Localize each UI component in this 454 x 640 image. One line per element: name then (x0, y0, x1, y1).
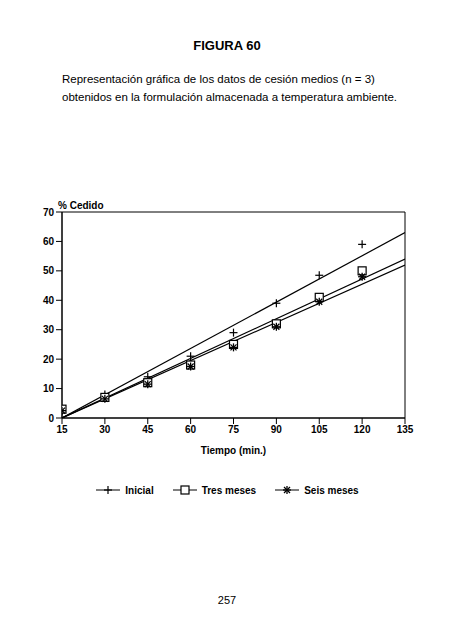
html-text:Seis meses: Seis meses (304, 484, 359, 496)
svg-text:105: 105 (311, 424, 328, 435)
html-text:Tres meses: Tres meses (201, 484, 257, 496)
svg-text:20: 20 (43, 354, 55, 365)
svg-text:30: 30 (99, 424, 111, 435)
html-text:Inicial: Inicial (125, 484, 154, 496)
svg-text:50: 50 (43, 265, 55, 276)
svg-text:45: 45 (142, 424, 154, 435)
svg-text:40: 40 (43, 295, 55, 306)
html-text:Representación gráfica de los: Representación gráfica de los datos de c… (62, 73, 397, 103)
svg-text:15: 15 (56, 424, 68, 435)
svg-text:Tiempo (min.): Tiempo (min.) (201, 445, 266, 456)
html-text:FIGURA 60: FIGURA 60 (193, 38, 261, 53)
html-text:257: 257 (217, 594, 237, 606)
svg-text:120: 120 (354, 424, 371, 435)
svg-text:75: 75 (228, 424, 240, 435)
svg-text:60: 60 (43, 236, 55, 247)
svg-text:30: 30 (43, 324, 55, 335)
html-text:% Cedido: % Cedido (58, 200, 104, 211)
svg-text:0: 0 (48, 413, 54, 424)
svg-text:90: 90 (271, 424, 283, 435)
svg-text:10: 10 (43, 383, 55, 394)
svg-text:135: 135 (397, 424, 414, 435)
svg-text:60: 60 (185, 424, 197, 435)
svg-text:70: 70 (43, 207, 55, 218)
